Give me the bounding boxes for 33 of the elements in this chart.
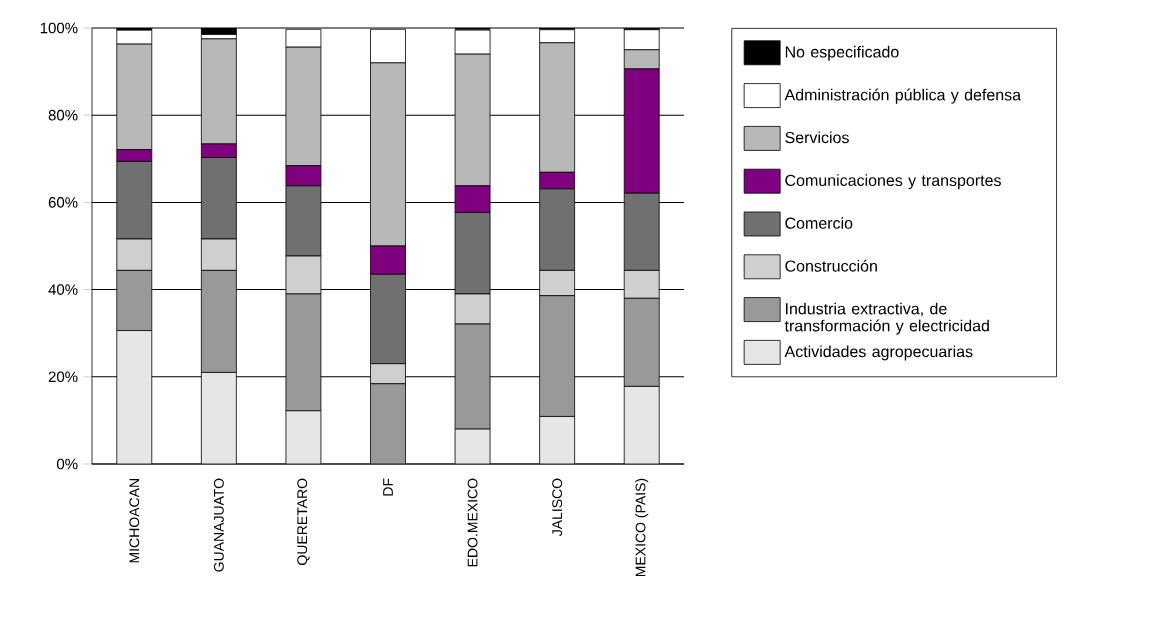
y-tick-label: 0% (56, 458, 78, 470)
bar (623, 297, 660, 387)
bar (623, 385, 660, 464)
legend-label: Construcción (785, 259, 877, 272)
y-tick-label: 100% (40, 22, 78, 34)
bar (539, 416, 576, 464)
legend-label: Servicios (785, 131, 849, 144)
y-tick-label: 40% (48, 284, 78, 295)
y-tick-label: 60% (48, 197, 78, 208)
legend-label: Administración pública y defensa (784, 88, 1022, 104)
x-tick-label: GUANAJUATO (213, 478, 224, 572)
legend-label: Comercio (785, 217, 853, 229)
bar (200, 372, 237, 464)
y-tick-label: 80% (48, 109, 78, 121)
bar (370, 383, 406, 464)
x-tick-label: QUERETARO (297, 478, 310, 565)
x-tick-label: EDO.MEXICO (467, 478, 478, 567)
bar (285, 410, 322, 464)
legend-label: Actividades agropecuarias (784, 345, 973, 361)
bar (116, 330, 153, 464)
x-tick-label: MEXICO (PAIS) (635, 478, 649, 577)
x-tick-label: DF (383, 478, 393, 496)
x-tick-label: MICHOACAN (129, 479, 140, 563)
legend-label: Comunicaciones y transportes (785, 174, 1001, 190)
bar (116, 270, 153, 331)
legend-label: No especificado (785, 45, 899, 61)
x-tick-label: JALISCO (552, 478, 563, 537)
bar (454, 323, 491, 430)
legend-label: Industria extractiva, de transformación y electricidad (784, 302, 989, 335)
y-tick-label: 20% (48, 371, 78, 383)
bar (200, 270, 237, 373)
bar (285, 293, 322, 412)
bar (539, 295, 576, 417)
